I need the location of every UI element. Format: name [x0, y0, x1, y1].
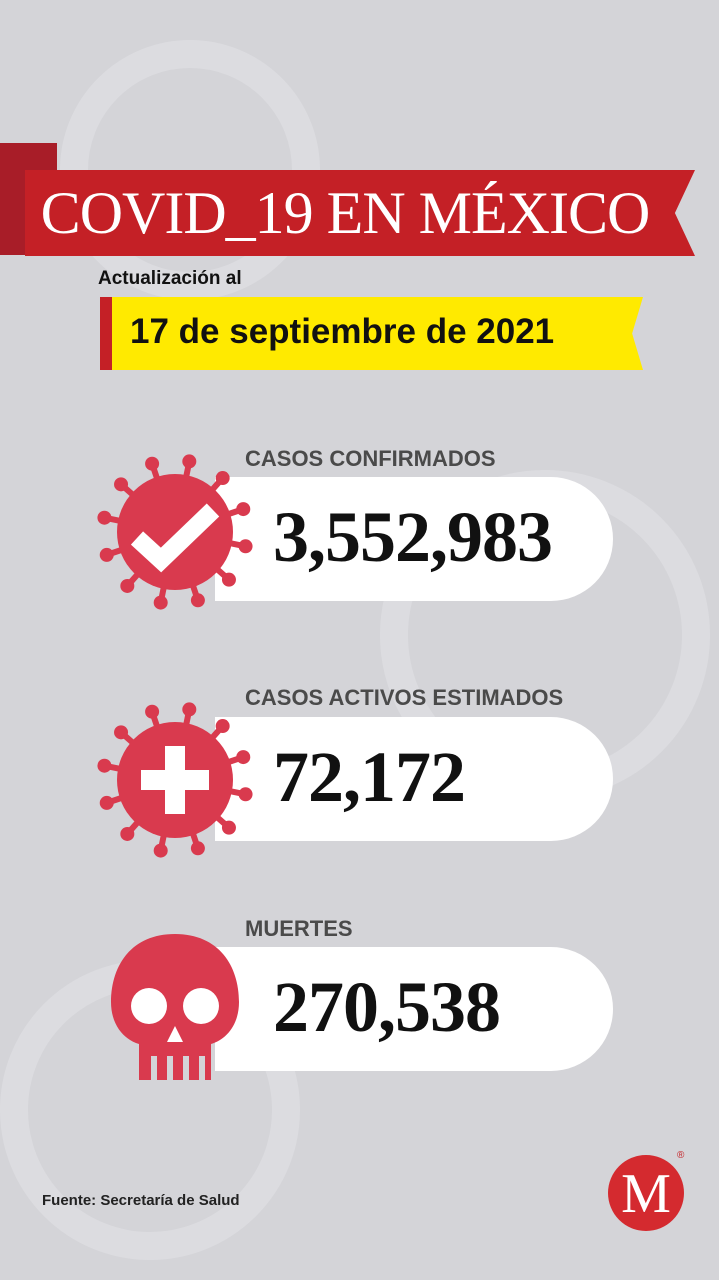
virus-plus-icon: [97, 702, 253, 858]
virus-spike-tip: [221, 572, 236, 587]
virus-spike-tip: [190, 593, 205, 608]
virus-spike-tip: [120, 826, 135, 841]
virus-spike-tip: [120, 578, 135, 593]
virus-spike-tip: [238, 787, 253, 802]
virus-spike-tip: [190, 841, 205, 856]
title-ribbon: [25, 170, 695, 256]
virus-spike-tip: [236, 750, 251, 765]
milenio-logo: M: [608, 1155, 684, 1231]
deaths-label: MUERTES: [245, 916, 353, 941]
confirmed-pill: [215, 477, 613, 601]
virus-spike-tip: [238, 539, 253, 554]
virus-spike-tip: [221, 820, 236, 835]
skull-icon: [111, 934, 239, 1080]
virus-spike-tip: [182, 454, 197, 469]
virus-spike-tip: [215, 471, 230, 486]
confirmed-label: CASOS CONFIRMADOS: [245, 446, 496, 471]
virus-spike-tip: [97, 758, 112, 773]
update-label: Actualización al: [98, 268, 242, 289]
date-banner: [100, 297, 643, 370]
virus-spike-tip: [97, 510, 112, 525]
virus-spike-tip: [236, 502, 251, 517]
virus-spike-tip: [153, 595, 168, 610]
virus-spike-tip: [215, 719, 230, 734]
confirmed-value: 3,552,983: [273, 497, 553, 577]
virus-spike-tip: [114, 477, 129, 492]
update-date: 17 de septiembre de 2021: [130, 312, 555, 351]
virus-spike-tip: [145, 456, 160, 471]
active-label: CASOS ACTIVOS ESTIMADOS: [245, 685, 564, 710]
virus-spike-tip: [114, 725, 129, 740]
virus-spike-tip: [182, 702, 197, 717]
page-title: COVID_19 EN MÉXICO: [40, 180, 651, 246]
deaths-value: 270,538: [273, 967, 501, 1047]
virus-check-icon: [97, 454, 253, 610]
virus-spike-tip: [99, 795, 114, 810]
virus-spike-tip: [153, 843, 168, 858]
registered-mark: ®: [677, 1150, 685, 1161]
active-value: 72,172: [273, 737, 466, 817]
virus-spike-tip: [145, 704, 160, 719]
virus-spike-tip: [99, 547, 114, 562]
active-pill: [215, 717, 613, 841]
source-note: Fuente: Secretaría de Salud: [42, 1192, 240, 1209]
deaths-pill: [215, 947, 613, 1071]
